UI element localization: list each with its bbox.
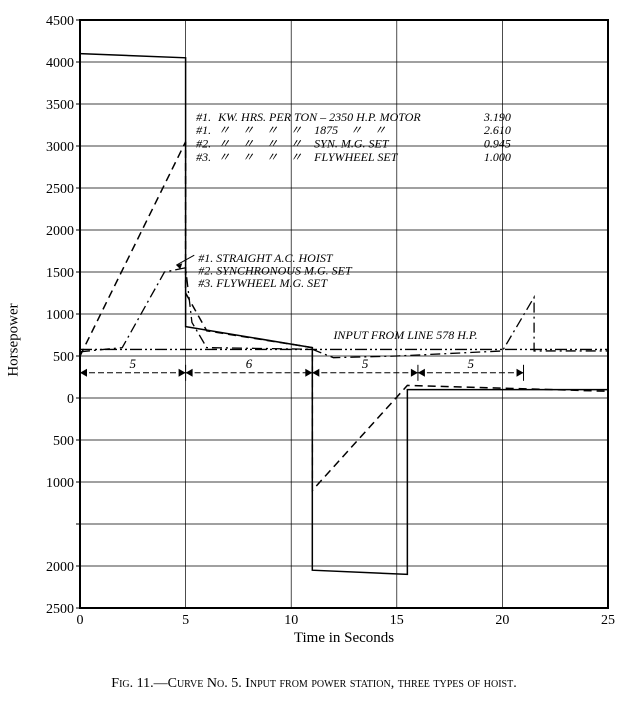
- svg-text:15: 15: [390, 613, 404, 628]
- svg-text:1000: 1000: [46, 476, 74, 491]
- svg-text:2.610: 2.610: [484, 123, 511, 137]
- svg-text:0.945: 0.945: [484, 137, 511, 151]
- svg-text:20: 20: [495, 613, 509, 628]
- svg-text:2500: 2500: [46, 182, 74, 197]
- svg-text:1500: 1500: [46, 266, 74, 281]
- figure-caption: Fig. 11.—Curve No. 5. Input from power s…: [10, 676, 618, 692]
- svg-text:25: 25: [601, 613, 615, 628]
- svg-text:3000: 3000: [46, 140, 74, 155]
- svg-text:0: 0: [67, 392, 74, 407]
- svg-text:4000: 4000: [46, 56, 74, 71]
- svg-text:2000: 2000: [46, 224, 74, 239]
- svg-text:3500: 3500: [46, 98, 74, 113]
- svg-text:#1.: #1.: [196, 123, 211, 137]
- svg-text:1.000: 1.000: [484, 150, 511, 164]
- svg-text:#3. FLYWHEEL M.G. SET: #3. FLYWHEEL M.G. SET: [198, 276, 328, 290]
- svg-text:4500: 4500: [46, 14, 74, 29]
- svg-text:2000: 2000: [46, 560, 74, 575]
- svg-text:〃 〃 〃 〃 FLYWHEEL SET: 〃 〃 〃 〃 FLYWHEEL SET: [218, 150, 399, 164]
- svg-text:5: 5: [467, 356, 474, 371]
- svg-text:0: 0: [77, 613, 84, 628]
- svg-text:〃 〃 〃 〃 SYN. M.G. SET: 〃 〃 〃 〃 SYN. M.G. SET: [218, 137, 390, 151]
- svg-text:500: 500: [53, 350, 74, 365]
- svg-text:6: 6: [246, 356, 253, 371]
- svg-text:INPUT FROM LINE 578 H.P.: INPUT FROM LINE 578 H.P.: [332, 328, 477, 342]
- svg-text:5: 5: [182, 613, 189, 628]
- svg-text:2500: 2500: [46, 602, 74, 617]
- svg-text:5: 5: [130, 356, 137, 371]
- svg-text:#2.: #2.: [196, 137, 211, 151]
- svg-text:〃 〃 〃 〃 1875 〃 〃: 〃 〃 〃 〃 1875 〃 〃: [218, 123, 386, 137]
- svg-text:#3.: #3.: [196, 150, 211, 164]
- svg-text:10: 10: [284, 613, 298, 628]
- svg-text:Time in Seconds: Time in Seconds: [294, 630, 394, 646]
- svg-text:500: 500: [53, 434, 74, 449]
- svg-text:5: 5: [362, 356, 369, 371]
- svg-text:1000: 1000: [46, 308, 74, 323]
- svg-text:#1.: #1.: [196, 110, 211, 124]
- svg-text:KW. HRS. PER TON – 2350 H.P. M: KW. HRS. PER TON – 2350 H.P. MOTOR: [217, 110, 421, 124]
- chart-container: Horsepower 05101520254500400035003000250…: [10, 10, 618, 670]
- y-axis-label: Horsepower: [6, 303, 23, 376]
- chart-svg: 0 5 10 15 20 25 4500 4000 3500 3000 2500 2000 1500 10…: [10, 10, 618, 650]
- svg-text:3.190: 3.190: [483, 110, 511, 124]
